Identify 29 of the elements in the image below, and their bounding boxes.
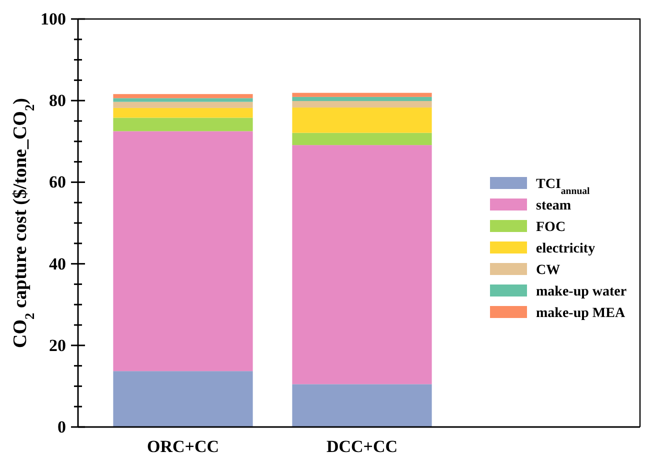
bar: [113, 131, 253, 372]
bar: [292, 101, 432, 108]
legend-label: CW: [536, 263, 560, 278]
y-tick-label: 80: [49, 91, 66, 110]
bar: [292, 132, 432, 146]
bar: [113, 118, 253, 132]
x-tick-label: DCC+CC: [326, 437, 398, 456]
legend-label: electricity: [536, 242, 596, 256]
y-tick-label: 60: [49, 172, 66, 192]
bar: [113, 371, 253, 427]
legend-label: FOC: [536, 220, 566, 235]
x-tick-label: ORC+CC: [146, 437, 220, 456]
bar: [292, 96, 432, 102]
bar: [292, 108, 432, 133]
bar: [113, 108, 253, 118]
bar: [292, 384, 432, 427]
legend-label: TCI$_{annual}$: [536, 177, 590, 196]
y-tick-label: 40: [49, 254, 66, 274]
bar: [292, 92, 432, 97]
y-tick-label: 20: [49, 336, 66, 355]
y-tick-label: 100: [40, 9, 66, 28]
bar: [113, 94, 253, 98]
bar: [292, 145, 432, 384]
bar: [113, 102, 253, 108]
y-tick-label: 0: [58, 417, 66, 436]
legend-label: make-up MEA: [536, 306, 626, 321]
legend-label: steam: [536, 198, 572, 214]
bar: [113, 98, 253, 102]
legend-label: make-up water: [536, 284, 627, 300]
